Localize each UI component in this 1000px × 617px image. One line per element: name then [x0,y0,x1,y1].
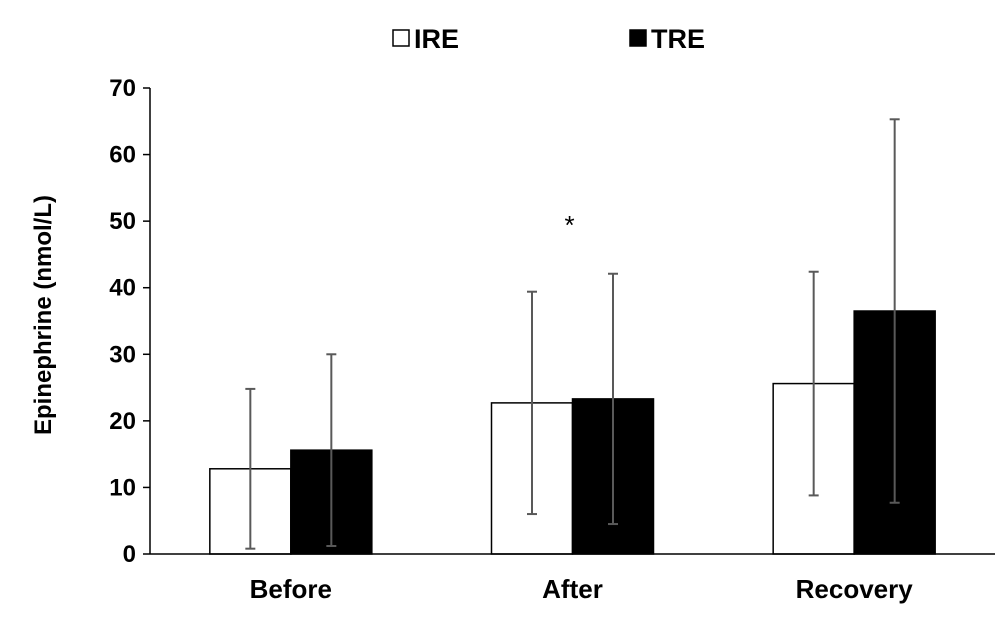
error-bars [245,118,900,550]
x-axis: Before After Recovery [250,574,914,604]
legend-label-tre: TRE [651,24,705,54]
y-tick-label: 60 [109,142,136,169]
legend-swatch-ire [392,29,410,47]
legend-swatch-tre [629,29,647,47]
y-tick-label: 70 [109,75,136,102]
x-tick-label: Recovery [796,574,914,604]
legend-label-ire: IRE [414,24,459,54]
y-tick-label: 50 [109,208,136,235]
x-tick-label: After [542,574,603,604]
x-tick-label: Before [250,574,332,604]
y-tick-label: 40 [109,275,136,302]
annotations: * [564,210,574,240]
legend: IRE TRE [392,24,705,54]
y-tick-label: 0 [123,541,136,568]
y-axis: 0 10 20 30 40 50 60 70 [109,75,150,568]
y-tick-label: 30 [109,341,136,368]
axes [149,88,995,555]
significance-marker: * [564,210,574,240]
y-axis-title: Epinephrine (nmol/L) [30,195,57,435]
y-tick-label: 20 [109,408,136,435]
plot-area [209,310,936,555]
y-tick-label: 10 [109,474,136,501]
